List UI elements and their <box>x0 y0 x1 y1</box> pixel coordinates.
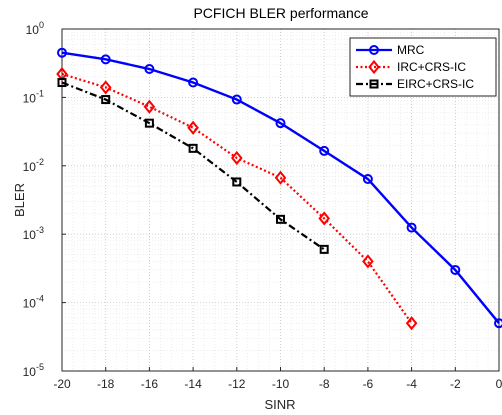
data-point <box>319 145 330 156</box>
data-point <box>406 222 417 233</box>
legend-label: IRC+CRS-IC <box>397 60 466 74</box>
data-point <box>450 264 461 275</box>
x-tick-label: -2 <box>450 377 461 391</box>
data-point <box>231 94 242 105</box>
data-point <box>494 318 502 329</box>
series-line <box>61 51 500 324</box>
legend-label: MRC <box>397 43 425 57</box>
data-point <box>187 120 199 135</box>
x-tick-label: -6 <box>363 377 374 391</box>
data-point <box>274 170 287 185</box>
data-point <box>319 244 329 254</box>
legend-marker <box>369 45 379 55</box>
data-point <box>57 78 67 88</box>
x-tick-label: 0 <box>496 377 502 391</box>
legend-entry: EIRC+CRS-IC <box>356 77 474 91</box>
data-point <box>231 150 243 166</box>
x-tick-label: -16 <box>141 377 159 391</box>
legend-marker <box>369 79 379 89</box>
data-point <box>144 118 154 128</box>
x-tick-label: -18 <box>97 377 115 391</box>
data-point <box>318 211 330 226</box>
axis-ticks: -20 -18 -16 -14 -12 -10 -8 -6 -4 -2 010010-110-210… <box>23 20 502 391</box>
legend-entry: MRC <box>356 43 425 57</box>
legend-label: EIRC+CRS-IC <box>397 77 474 91</box>
series-irc-crs-ic <box>56 66 418 331</box>
data-point <box>57 47 67 58</box>
x-tick-label: -8 <box>319 377 330 391</box>
x-tick-label: -10 <box>272 377 290 391</box>
x-tick-label: -4 <box>406 377 417 391</box>
chart-title: PCFICH BLER performance <box>193 5 368 21</box>
x-axis-title: SINR <box>264 397 295 412</box>
y-tick-label: 10-3 <box>23 225 44 242</box>
data-point <box>188 77 199 88</box>
y-tick-label: 10-5 <box>23 362 44 379</box>
y-tick-label: 10-2 <box>23 157 44 174</box>
series-mrc <box>57 47 502 329</box>
y-tick-label: 10-1 <box>23 88 44 105</box>
series-line <box>61 72 413 324</box>
data-point <box>232 177 242 187</box>
data-point <box>275 118 286 129</box>
legend-entry: IRC+CRS-IC <box>356 59 466 75</box>
y-axis-title: BLER <box>12 183 27 217</box>
data-point <box>144 64 155 75</box>
data-point <box>100 54 111 65</box>
series-group <box>56 47 502 331</box>
series-line <box>61 81 325 251</box>
x-tick-label: -12 <box>228 377 246 391</box>
x-tick-label: -20 <box>53 377 71 391</box>
data-point <box>362 174 373 185</box>
y-tick-label: 10-4 <box>23 294 44 311</box>
data-point <box>143 99 156 114</box>
y-tick-label: 100 <box>26 20 44 37</box>
legend-marker <box>368 59 380 75</box>
legend: MRC IRC+CRS-IC EIRC+CRS-IC <box>349 37 497 97</box>
series-eirc-crs-ic <box>57 78 329 254</box>
data-point <box>188 143 198 153</box>
x-tick-label: -14 <box>184 377 202 391</box>
data-point <box>276 214 285 224</box>
data-point <box>99 80 112 95</box>
data-point <box>362 254 374 269</box>
data-point <box>405 316 418 331</box>
data-point <box>101 95 111 105</box>
